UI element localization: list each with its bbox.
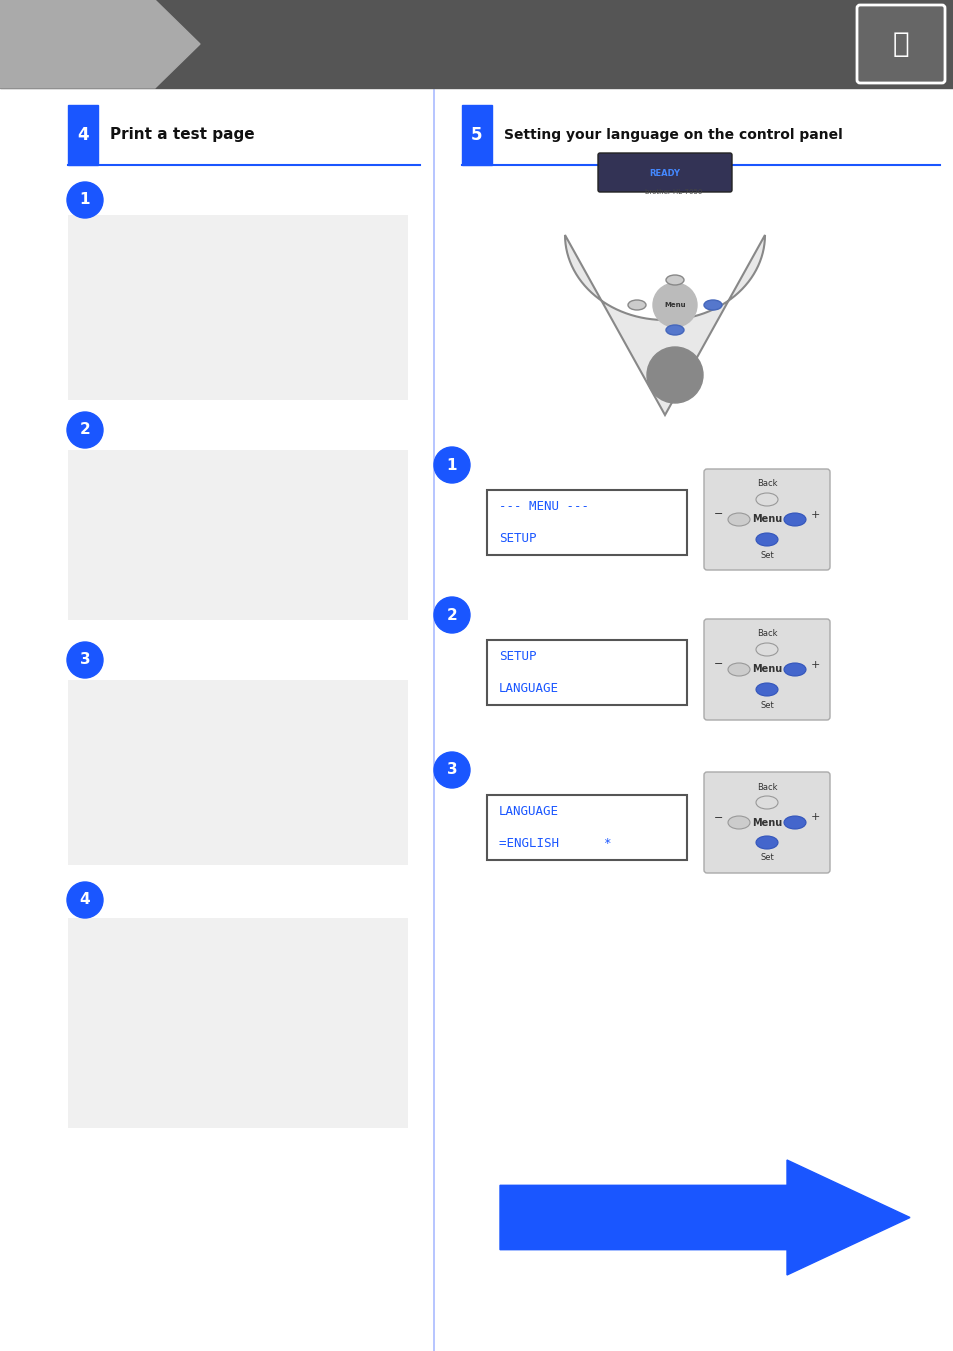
Circle shape bbox=[67, 642, 103, 678]
Circle shape bbox=[652, 282, 697, 327]
Text: --- MENU ---: --- MENU --- bbox=[498, 500, 588, 513]
Text: 2: 2 bbox=[79, 423, 91, 438]
Text: Menu: Menu bbox=[751, 515, 781, 524]
Text: Back: Back bbox=[756, 782, 777, 792]
Bar bbox=[68, 105, 98, 165]
FancyBboxPatch shape bbox=[598, 153, 731, 192]
Text: Set: Set bbox=[760, 701, 773, 709]
Text: 1: 1 bbox=[80, 192, 91, 208]
Circle shape bbox=[67, 412, 103, 449]
Text: brother HL-7050: brother HL-7050 bbox=[644, 189, 701, 195]
Text: Setting your language on the control panel: Setting your language on the control pan… bbox=[503, 128, 841, 142]
Bar bbox=[0, 0, 953, 88]
Polygon shape bbox=[0, 0, 200, 88]
Polygon shape bbox=[564, 235, 764, 415]
FancyBboxPatch shape bbox=[856, 5, 944, 82]
Ellipse shape bbox=[755, 534, 778, 546]
Circle shape bbox=[434, 753, 470, 788]
Text: 3: 3 bbox=[80, 653, 91, 667]
Ellipse shape bbox=[665, 276, 683, 285]
Ellipse shape bbox=[783, 663, 805, 676]
Text: Print a test page: Print a test page bbox=[110, 127, 254, 142]
Ellipse shape bbox=[627, 300, 645, 309]
Ellipse shape bbox=[727, 513, 749, 526]
Text: Set: Set bbox=[760, 854, 773, 862]
Text: 4: 4 bbox=[77, 126, 89, 145]
Text: +: + bbox=[809, 659, 819, 670]
Text: SETUP: SETUP bbox=[498, 532, 536, 546]
FancyBboxPatch shape bbox=[703, 771, 829, 873]
Bar bbox=[486, 640, 686, 705]
Polygon shape bbox=[499, 1161, 909, 1275]
Bar bbox=[68, 680, 408, 865]
Text: SETUP: SETUP bbox=[498, 650, 536, 663]
Bar bbox=[486, 490, 686, 555]
Ellipse shape bbox=[727, 816, 749, 830]
Text: Back: Back bbox=[756, 630, 777, 639]
Text: −: − bbox=[714, 659, 723, 670]
FancyBboxPatch shape bbox=[703, 469, 829, 570]
Bar bbox=[461, 105, 492, 165]
Text: READY: READY bbox=[649, 169, 679, 177]
Circle shape bbox=[67, 882, 103, 917]
Circle shape bbox=[646, 347, 702, 403]
Ellipse shape bbox=[755, 836, 778, 848]
Text: −: − bbox=[714, 509, 723, 520]
Text: 1: 1 bbox=[446, 458, 456, 473]
FancyBboxPatch shape bbox=[703, 619, 829, 720]
Ellipse shape bbox=[755, 643, 778, 657]
Text: +: + bbox=[809, 509, 819, 520]
Text: Menu: Menu bbox=[663, 303, 685, 308]
Bar bbox=[68, 215, 408, 400]
Circle shape bbox=[67, 182, 103, 218]
Ellipse shape bbox=[755, 493, 778, 507]
Ellipse shape bbox=[703, 300, 721, 309]
Ellipse shape bbox=[755, 684, 778, 696]
Text: =ENGLISH      *: =ENGLISH * bbox=[498, 838, 611, 850]
Text: +: + bbox=[809, 812, 819, 823]
Text: Menu: Menu bbox=[751, 665, 781, 674]
Text: 5: 5 bbox=[471, 126, 482, 145]
Bar bbox=[68, 450, 408, 620]
Bar bbox=[486, 794, 686, 861]
Text: 4: 4 bbox=[80, 893, 91, 908]
Text: ⬛: ⬛ bbox=[892, 30, 908, 58]
Circle shape bbox=[434, 597, 470, 634]
Text: 2: 2 bbox=[446, 608, 456, 623]
Text: Menu: Menu bbox=[751, 817, 781, 828]
Ellipse shape bbox=[783, 816, 805, 830]
Bar bbox=[68, 917, 408, 1128]
Ellipse shape bbox=[727, 663, 749, 676]
Text: LANGUAGE: LANGUAGE bbox=[498, 682, 558, 696]
Circle shape bbox=[434, 447, 470, 484]
Text: Back: Back bbox=[756, 480, 777, 489]
Text: 3: 3 bbox=[446, 762, 456, 777]
Text: Set: Set bbox=[760, 550, 773, 559]
Text: −: − bbox=[714, 812, 723, 823]
Ellipse shape bbox=[665, 326, 683, 335]
Ellipse shape bbox=[755, 796, 778, 809]
Text: LANGUAGE: LANGUAGE bbox=[498, 805, 558, 817]
Ellipse shape bbox=[783, 513, 805, 526]
